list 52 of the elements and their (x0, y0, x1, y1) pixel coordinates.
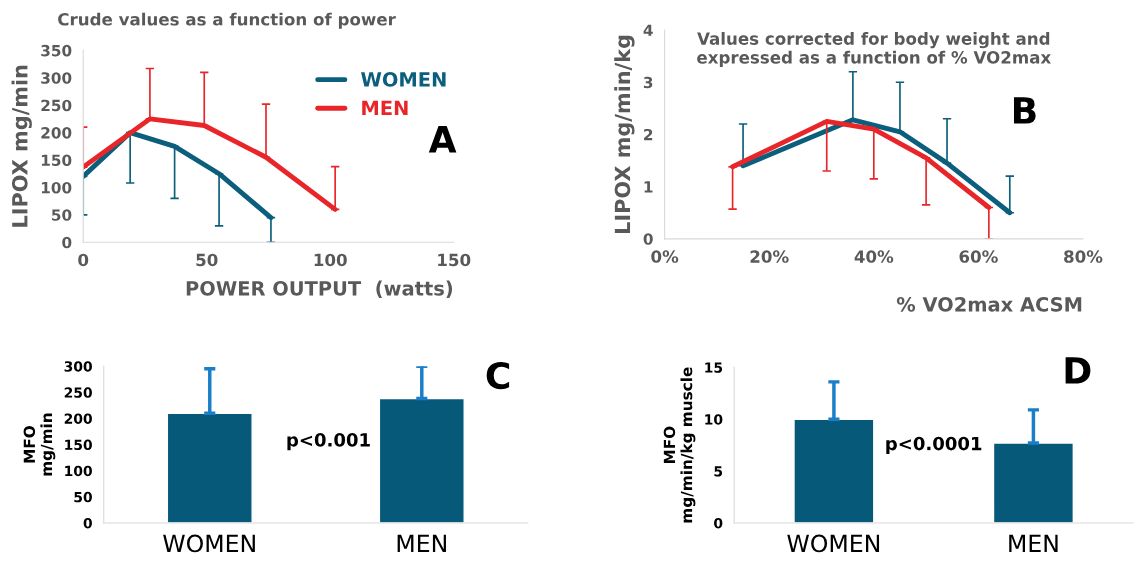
y-tick-label: 100 (41, 181, 72, 194)
y-axis-title: MFO mg/min/kg muscle (663, 367, 696, 523)
y-tick-label: 100 (65, 465, 92, 477)
x-axis-title: POWER OUTPUT (watts) (186, 280, 453, 298)
x-tick-label: MEN (1009, 534, 1058, 553)
y-tick-label: 15 (705, 362, 723, 373)
annotation: A (428, 126, 457, 153)
x-tick-label: 20% (750, 250, 789, 263)
annotation: B (1013, 97, 1036, 124)
y-axis-title: LIPOX mg/min/kg (614, 35, 635, 233)
annotation: C (486, 361, 510, 390)
y-tick-label: 250 (64, 387, 92, 398)
y-tick-label: 0 (62, 236, 72, 249)
annotation: p<0.001 (287, 433, 370, 451)
y-tick-label: 150 (65, 439, 92, 451)
x-tick-label: 40% (854, 250, 894, 263)
y-tick-label: 350 (41, 44, 72, 57)
y-axis-title: MFO mg/min (23, 413, 56, 476)
y-tick-label: 300 (64, 361, 92, 372)
text: Values corrected for body weight and expressed as a function of % VO2max (697, 31, 1051, 67)
y-tick-label: 2 (644, 128, 653, 141)
y-tick-label: 5 (714, 466, 723, 477)
x-tick-label: 150 (438, 253, 471, 267)
x-tick-label: 80% (1064, 250, 1103, 263)
y-tick-label: 200 (64, 413, 92, 424)
y-tick-label: 4 (643, 24, 653, 36)
x-tick-label: 100 (314, 253, 347, 267)
y-tick-label: 50 (52, 209, 72, 221)
annotation: D (1065, 357, 1091, 384)
y-tick-label: 3 (643, 76, 653, 89)
x-tick-label: 0% (651, 250, 679, 263)
legend-label: WOMEN (361, 72, 446, 87)
y-tick-label: 300 (41, 72, 72, 84)
y-tick-label: 200 (41, 127, 72, 139)
y-tick-label: 50 (74, 491, 92, 503)
legend-label: MEN (362, 100, 408, 116)
annotation: p<0.0001 (886, 436, 982, 454)
x-tick-label: WOMEN (163, 534, 255, 553)
x-tick-label: WOMEN (787, 534, 880, 553)
y-tick-label: 0 (643, 233, 653, 245)
x-tick-label: 50 (196, 253, 218, 267)
y-tick-label: 150 (41, 154, 72, 167)
y-axis-title: LIPOX mg/min (11, 65, 32, 227)
y-tick-label: 10 (705, 414, 723, 425)
chart-title: Crude values as a function of power (58, 12, 396, 29)
x-axis-title: % VO2max ACSM (896, 296, 1082, 312)
y-tick-label: 1 (644, 181, 653, 193)
x-tick-label: 60% (959, 250, 998, 263)
y-tick-label: 250 (41, 99, 72, 112)
y-tick-label: 0 (83, 517, 92, 529)
y-tick-label: 0 (714, 517, 723, 529)
x-tick-label: MEN (397, 534, 446, 553)
